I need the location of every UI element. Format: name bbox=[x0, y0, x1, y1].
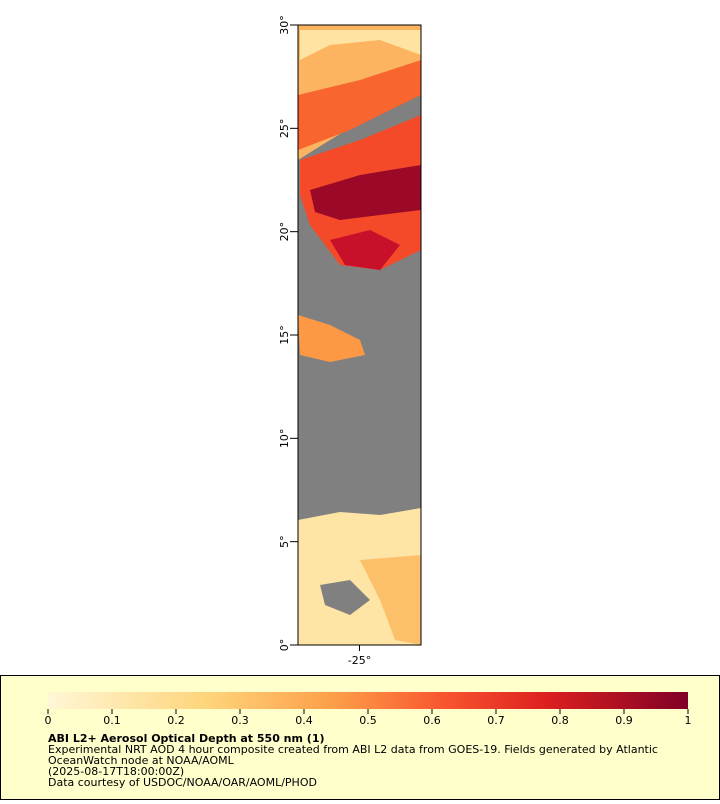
y-tick-label: 0° bbox=[278, 639, 291, 652]
x-tick-label: -25° bbox=[348, 654, 371, 667]
aerosol-region bbox=[298, 315, 365, 362]
legend-title: ABI L2+ Aerosol Optical Depth at 550 nm … bbox=[48, 732, 325, 745]
legend-line: Data courtesy of USDOC/NOAA/OAR/AOML/PHO… bbox=[48, 776, 317, 789]
colorbar-tick-label: 1 bbox=[685, 714, 692, 727]
aerosol-region bbox=[298, 60, 421, 150]
y-tick-label: 15° bbox=[278, 325, 291, 345]
legend-line: Experimental NRT AOD 4 hour composite cr… bbox=[48, 743, 658, 756]
colorbar-tick-label: 0 bbox=[45, 714, 52, 727]
y-tick-label: 10° bbox=[278, 429, 291, 449]
colorbar-tick-label: 0.4 bbox=[295, 714, 313, 727]
legend-line: (2025-08-17T18:00:00Z) bbox=[48, 765, 184, 778]
colorbar-tick-label: 0.1 bbox=[103, 714, 121, 727]
colorbar-tick-label: 0.2 bbox=[167, 714, 185, 727]
aerosol-region bbox=[360, 555, 421, 645]
y-tick-label: 5° bbox=[278, 535, 291, 548]
y-tick-label: 30° bbox=[278, 15, 291, 35]
colorbar-tick-label: 0.5 bbox=[359, 714, 377, 727]
colorbar-tick-label: 0.3 bbox=[231, 714, 249, 727]
colorbar bbox=[48, 692, 688, 709]
axes: 0° 5° 10° 15° 20° 25° 30° -25° bbox=[278, 15, 371, 667]
aerosol-region bbox=[310, 165, 421, 220]
y-tick-label: 20° bbox=[278, 222, 291, 242]
colorbar-tick-label: 0.9 bbox=[615, 714, 633, 727]
legend-line: OceanWatch node at NOAA/AOML bbox=[48, 754, 235, 767]
y-tick-label: 25° bbox=[278, 119, 291, 139]
aerosol-region bbox=[330, 230, 400, 270]
cloud-gap bbox=[320, 580, 370, 615]
map-field bbox=[297, 24, 422, 646]
aerosol-region bbox=[300, 30, 421, 60]
legend: 0 0.1 0.2 0.3 0.4 0.5 0.6 0.7 0.8 0.9 1 ABI L2+ Ae… bbox=[0, 675, 720, 800]
colorbar-tick-label: 0.7 bbox=[487, 714, 505, 727]
colorbar-tick-label: 0.6 bbox=[423, 714, 441, 727]
colorbar-ticks: 0 0.1 0.2 0.3 0.4 0.5 0.6 0.7 0.8 0.9 1 bbox=[45, 709, 692, 727]
colorbar-tick-label: 0.8 bbox=[551, 714, 569, 727]
